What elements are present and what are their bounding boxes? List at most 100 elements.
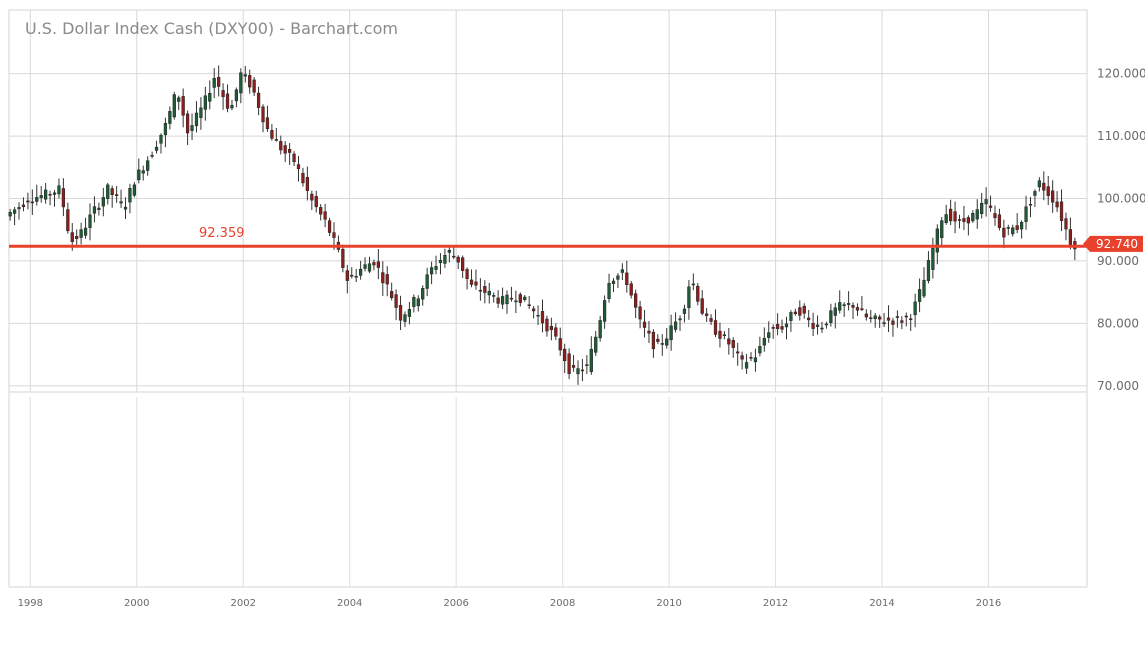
candle [1051,180,1055,213]
candle [283,141,287,163]
candle-body-down [496,297,500,304]
candle [39,186,43,203]
candle-body-up [350,274,354,277]
candle [944,204,948,225]
candle-body-down [1002,227,1006,238]
candle [110,185,114,208]
candle-body-down [390,291,394,299]
candle [607,273,611,303]
candle-body-up [784,323,789,328]
candle-body-up [416,298,420,307]
candle [212,68,216,99]
candle [483,280,487,304]
candle [208,80,212,110]
candle [114,186,119,203]
plot-frame [8,9,1088,588]
candle [443,248,447,268]
candle-body-up [926,260,931,281]
candle-body-up [669,325,673,341]
candle [740,351,744,370]
candle [629,281,633,299]
candle-body-up [753,357,758,363]
x-tick-label: 2016 [976,598,1001,609]
y-tick-label: 110.000 [1097,129,1145,143]
candle [682,304,687,323]
candle [842,302,846,317]
candle [141,165,145,181]
candle-body-up [194,112,199,127]
candle-body-up [598,320,602,339]
candle-body-down [305,176,310,191]
candle [975,199,979,229]
candle [971,210,975,223]
candle [855,303,860,316]
price-pane-frame [8,9,1088,393]
candle [1024,195,1028,230]
candle [838,290,842,314]
x-tick-label: 2012 [763,598,788,609]
candle [97,202,101,216]
candle-body-up [92,206,97,214]
candle [48,190,52,206]
candle-body-up [438,259,443,263]
candle-body-down [469,279,474,285]
candle [429,261,434,285]
y-tick-label: 100.000 [1097,192,1145,206]
candle-body-up [101,197,105,207]
candle [913,293,917,328]
candle [705,307,709,322]
candle-body-up [585,364,589,366]
candle-body-up [190,125,194,131]
candle-body-down [820,327,824,330]
candle [505,290,509,314]
candle-body-down [953,211,957,222]
candle-body-down [705,313,709,316]
candle [935,224,939,265]
candle-body-up [842,304,846,306]
last-price-tag: 92.740 [1083,235,1143,252]
candle [931,237,935,279]
candle-body-up [536,314,540,317]
candle [30,189,34,215]
candle [518,292,522,307]
candle [753,348,758,372]
candle [749,352,753,362]
candle [354,268,358,283]
candle [549,317,553,341]
candle-body-up [1037,180,1041,188]
candle-body-up [212,78,216,88]
candle [820,321,824,333]
candle-body-up [620,269,624,273]
candle [744,354,749,374]
candle-body-down [21,204,26,208]
candle-body-up [944,214,948,223]
candle-body-up [168,111,172,124]
candle-body-up [208,92,212,102]
candle [425,267,429,297]
candle [953,201,957,234]
candle-body-up [83,227,88,236]
candle [438,253,443,275]
candle [88,203,92,241]
candle-body-up [611,280,616,284]
x-tick-label: 2002 [231,598,256,609]
candle [225,84,230,113]
candle [571,354,576,372]
candle [589,336,593,375]
candle-body-up [358,268,363,276]
candle-body-up [159,134,163,144]
candle-body-up [203,95,207,110]
candle-body-up [500,296,505,305]
candle-body-up [975,209,979,220]
candle-body-down [1055,201,1059,208]
candle [722,330,727,340]
candle-body-down [780,326,784,330]
candle [57,178,61,199]
candle-body-down [483,286,487,293]
candle-body-up [523,296,527,300]
candle [833,302,837,329]
candle-body-up [443,254,447,264]
candle [576,360,580,385]
candle-body-up [873,315,877,320]
candle [61,178,66,217]
